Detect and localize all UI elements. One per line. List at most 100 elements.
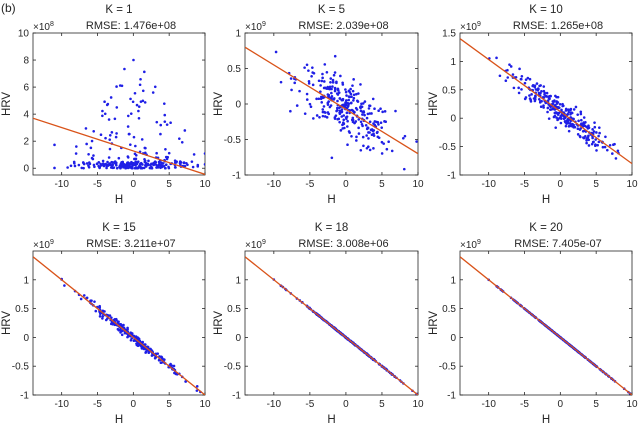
scatter-point	[335, 108, 339, 112]
scatter-point	[594, 143, 597, 146]
scatter-point	[153, 85, 157, 89]
scatter-point	[311, 83, 315, 87]
scatter-point	[173, 166, 177, 169]
subplot-2: -10 -5 0 5 10 -1 -0.5 0 0.5 1 K = 5 ×109 RMSE: 2.039…	[213, 4, 424, 206]
scatter-point	[101, 162, 105, 165]
scatter-point	[139, 77, 142, 81]
scatter-point	[192, 153, 196, 156]
scatter-point	[123, 67, 126, 71]
regression-line	[33, 256, 205, 395]
scatter-point	[518, 67, 521, 71]
scatter-point	[129, 165, 133, 169]
scatter-point	[73, 164, 77, 168]
scatter-point	[351, 84, 354, 87]
axis-exponent-label: ×109	[245, 21, 266, 33]
scatter-point	[141, 340, 145, 344]
x-axis-label: H	[115, 194, 123, 206]
scatter-point	[545, 91, 549, 95]
scatter-point	[572, 117, 575, 121]
scatter-point	[552, 100, 556, 103]
scatter-point	[403, 134, 407, 138]
scatter-point	[312, 117, 315, 120]
scatter-point	[103, 112, 107, 116]
scatter-point	[160, 162, 164, 165]
scatter-point	[155, 120, 159, 124]
panel-title: K = 1	[105, 4, 132, 16]
scatter-point	[126, 114, 130, 118]
scatter-point	[556, 95, 560, 99]
y-tick-label: -0.5	[12, 362, 30, 373]
scatter-point	[137, 109, 140, 113]
scatter-point	[319, 84, 322, 87]
axis-exponent-label: ×109	[460, 21, 481, 33]
scatter-point	[579, 135, 582, 139]
scatter-point	[326, 87, 330, 90]
scatter-point	[178, 161, 182, 165]
scatter-point	[526, 76, 530, 80]
scatter-point	[384, 120, 387, 123]
scatter-point	[542, 85, 546, 88]
scatter-point	[616, 149, 620, 153]
scatter-point	[126, 335, 129, 339]
scatter-point	[567, 110, 571, 114]
scatter-point	[539, 105, 543, 109]
scatter-point	[556, 111, 559, 115]
scatter-point	[548, 108, 552, 111]
scatter-point	[377, 136, 381, 140]
scatter-point	[162, 102, 166, 105]
rmse-label: RMSE: 2.039e+08	[298, 20, 388, 32]
scatter-point	[377, 123, 380, 126]
scatter-point	[164, 147, 167, 151]
scatter-point	[289, 77, 293, 80]
scatter-point	[143, 159, 147, 163]
scatter-point	[111, 161, 115, 164]
scatter-point	[121, 329, 124, 333]
scatter-point	[136, 160, 140, 163]
scatter-point	[570, 124, 573, 128]
scatter-point	[519, 77, 523, 81]
scatter-point	[587, 144, 591, 147]
scatter-point	[331, 81, 335, 84]
axis-exponent-label: ×109	[460, 239, 481, 251]
y-tick-label: 10	[18, 29, 30, 40]
x-tick-label: 0	[343, 179, 349, 190]
scatter-point	[139, 344, 143, 348]
scatter-point	[170, 364, 174, 367]
scatter-point	[347, 130, 351, 133]
scatter-point	[335, 80, 338, 84]
scatter-point	[337, 117, 341, 121]
x-tick-label: -5	[305, 399, 314, 410]
scatter-point	[74, 152, 78, 155]
scatter-point	[542, 104, 545, 107]
scatter-point	[127, 163, 131, 167]
scatter-point	[559, 117, 563, 120]
rmse-label: RMSE: 3.008e+06	[298, 238, 388, 250]
scatter-point	[195, 385, 199, 388]
scatter-point	[357, 92, 360, 95]
scatter-point	[141, 99, 145, 103]
scatter-point	[546, 106, 550, 110]
scatter-point	[118, 84, 122, 87]
scatter-point	[87, 165, 91, 169]
scatter-point	[346, 119, 349, 123]
scatter-point	[131, 100, 135, 104]
scatter-point	[290, 88, 293, 92]
scatter-point	[139, 166, 143, 170]
y-axis-label: HRV	[1, 311, 13, 335]
scatter-point	[149, 347, 152, 351]
scatter-point	[132, 135, 136, 139]
rmse-label: RMSE: 1.476e+08	[86, 20, 176, 32]
y-tick-label: -0.5	[224, 135, 242, 146]
scatter-point	[561, 104, 564, 108]
scatter-point	[107, 118, 111, 121]
scatter-point	[325, 70, 329, 74]
scatter-point	[563, 116, 567, 120]
scatter-point	[592, 140, 595, 144]
y-tick-label: 0.5	[227, 304, 241, 315]
scatter-point	[136, 166, 139, 170]
scatter-point	[577, 119, 580, 123]
scatter-point	[163, 113, 167, 117]
scatter-point	[341, 98, 345, 101]
scatter-point	[361, 135, 365, 139]
scatter-point	[134, 157, 138, 161]
